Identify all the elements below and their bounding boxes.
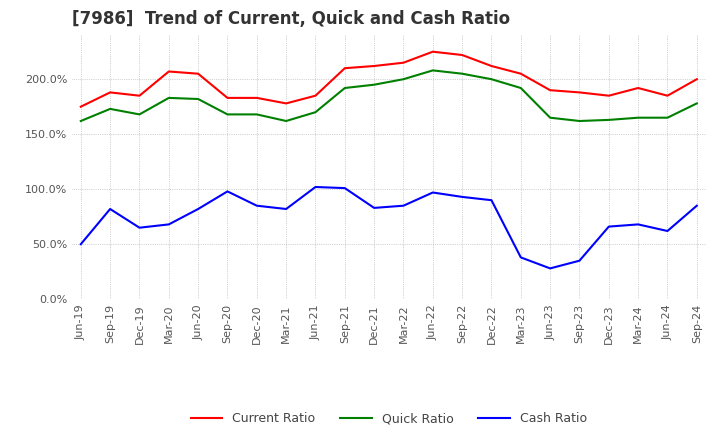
Quick Ratio [546,115,554,120]
Cash Ratio [575,258,584,263]
Legend: Current Ratio, Quick Ratio, Cash Ratio: Current Ratio, Quick Ratio, Cash Ratio [186,407,592,430]
Quick Ratio [135,112,144,117]
Quick Ratio [575,118,584,124]
Cash Ratio [605,224,613,229]
Cash Ratio [194,206,202,212]
Quick Ratio [194,96,202,102]
Current Ratio [575,90,584,95]
Quick Ratio [399,77,408,82]
Quick Ratio [663,115,672,120]
Current Ratio [399,60,408,65]
Current Ratio [223,95,232,100]
Cash Ratio [341,186,349,191]
Current Ratio [311,93,320,98]
Current Ratio [282,101,290,106]
Current Ratio [693,77,701,82]
Cash Ratio [546,266,554,271]
Cash Ratio [399,203,408,209]
Current Ratio [546,88,554,93]
Cash Ratio [223,189,232,194]
Quick Ratio [516,85,525,91]
Current Ratio [370,63,379,69]
Quick Ratio [282,118,290,124]
Quick Ratio [693,101,701,106]
Line: Cash Ratio: Cash Ratio [81,187,697,268]
Current Ratio [135,93,144,98]
Cash Ratio [634,222,642,227]
Quick Ratio [106,106,114,111]
Quick Ratio [223,112,232,117]
Quick Ratio [370,82,379,87]
Current Ratio [663,93,672,98]
Cash Ratio [135,225,144,231]
Current Ratio [458,52,467,58]
Current Ratio [76,104,85,109]
Cash Ratio [106,206,114,212]
Current Ratio [605,93,613,98]
Quick Ratio [634,115,642,120]
Current Ratio [516,71,525,76]
Current Ratio [106,90,114,95]
Current Ratio [634,85,642,91]
Line: Quick Ratio: Quick Ratio [81,70,697,121]
Quick Ratio [428,68,437,73]
Current Ratio [341,66,349,71]
Quick Ratio [487,77,496,82]
Current Ratio [194,71,202,76]
Current Ratio [428,49,437,54]
Cash Ratio [428,190,437,195]
Cash Ratio [76,242,85,247]
Cash Ratio [487,198,496,203]
Cash Ratio [663,228,672,234]
Quick Ratio [164,95,173,100]
Cash Ratio [282,206,290,212]
Current Ratio [164,69,173,74]
Cash Ratio [164,222,173,227]
Quick Ratio [253,112,261,117]
Quick Ratio [311,110,320,115]
Current Ratio [253,95,261,100]
Quick Ratio [458,71,467,76]
Cash Ratio [253,203,261,209]
Current Ratio [487,63,496,69]
Quick Ratio [76,118,85,124]
Cash Ratio [516,255,525,260]
Quick Ratio [341,85,349,91]
Cash Ratio [370,205,379,210]
Line: Current Ratio: Current Ratio [81,51,697,106]
Quick Ratio [605,117,613,122]
Text: [7986]  Trend of Current, Quick and Cash Ratio: [7986] Trend of Current, Quick and Cash … [72,10,510,28]
Cash Ratio [458,194,467,200]
Cash Ratio [693,203,701,209]
Cash Ratio [311,184,320,190]
